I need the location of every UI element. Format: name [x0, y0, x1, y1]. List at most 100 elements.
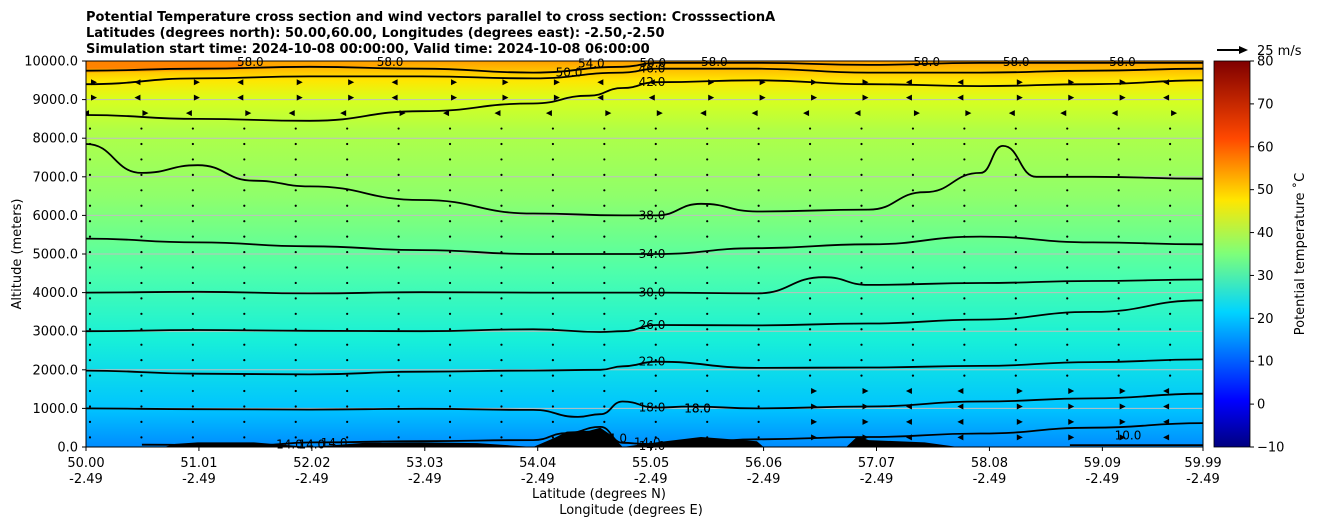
wind-vector: [346, 420, 349, 424]
wind-vector: [1066, 204, 1069, 207]
wind-vector: [448, 359, 452, 362]
wind-vector: [757, 374, 760, 377]
wind-vector: [1163, 79, 1170, 86]
wind-vector: [140, 173, 143, 176]
x-tick-label-lat: 52.02: [293, 456, 330, 471]
x-tick-label-lon: -2.49: [521, 472, 555, 487]
wind-vector: [346, 235, 349, 238]
plot-area: 14.0 18.0 22.0 26.0 30.0 34.0 38.0 42.046.0 58.0…: [85, 55, 1204, 453]
wind-vector: [757, 266, 760, 269]
wind-vector: [346, 328, 349, 331]
wind-vector: [88, 343, 92, 346]
wind-vector: [500, 297, 503, 300]
y-axis-label: Altitude (meters): [10, 199, 25, 310]
wind-vector: [551, 405, 555, 408]
wind-vector: [862, 403, 869, 410]
wind-vector: [191, 343, 194, 346]
wind-vector: [656, 110, 663, 117]
wind-vector: [706, 250, 709, 254]
wind-vector: [397, 266, 400, 269]
wind-vector: [603, 250, 606, 254]
wind-vector: [399, 110, 406, 117]
x-tick-label-lon: -2.49: [408, 472, 442, 487]
wind-vector: [88, 328, 92, 331]
wind-vector: [757, 420, 760, 424]
contour-18.0: [86, 392, 1203, 418]
wind-vector: [603, 127, 606, 130]
wind-vector: [448, 127, 452, 130]
wind-vector: [348, 94, 355, 101]
wind-vector: [957, 94, 964, 101]
contour-14.0: [141, 422, 1203, 447]
wind-vector: [294, 374, 297, 377]
wind-vector: [963, 220, 966, 223]
wind-vector: [294, 436, 297, 439]
wind-vector: [397, 297, 400, 300]
wind-vector: [346, 359, 349, 362]
wind-vector: [391, 94, 398, 101]
wind-vector: [808, 235, 812, 238]
wind-vector: [648, 79, 655, 86]
wind-vector: [551, 158, 555, 161]
wind-vector: [1068, 403, 1075, 410]
x-tick-label-lon: -2.49: [295, 472, 329, 487]
wind-vector: [500, 204, 503, 207]
wind-vector: [1068, 79, 1075, 86]
wind-vector: [1014, 343, 1017, 346]
wind-vector: [397, 220, 400, 223]
wind-vector: [294, 420, 297, 424]
wind-vector: [963, 189, 966, 192]
wind-vector: [1117, 266, 1120, 269]
colorbar-tick-label: 80: [1257, 55, 1274, 70]
wind-vector: [140, 158, 143, 161]
wind-vector: [1066, 158, 1069, 161]
wind-vector: [551, 297, 555, 300]
wind-vector: [757, 220, 760, 223]
wind-vector: [1119, 79, 1126, 86]
wind-vector: [397, 127, 400, 130]
wind-vector: [706, 312, 709, 315]
wind-vector: [140, 436, 143, 439]
wind-vector: [811, 79, 818, 86]
wind-vector: [1117, 158, 1120, 161]
contour-label-extra: 14.0: [600, 432, 627, 446]
wind-vector: [706, 158, 709, 161]
wind-vector: [346, 436, 349, 439]
wind-vector: [1014, 359, 1017, 362]
wind-vector: [700, 110, 707, 117]
wind-vector: [603, 142, 606, 146]
wind-vector: [860, 142, 863, 146]
terrain-profile: [164, 427, 959, 447]
wind-vector: [191, 173, 194, 176]
wind-vector: [397, 250, 400, 254]
wind-vector: [706, 359, 709, 362]
wind-vector: [243, 266, 246, 269]
wind-vector: [957, 79, 964, 86]
wind-vector: [294, 312, 297, 315]
wind-vector: [551, 436, 555, 439]
wind-vector: [191, 436, 194, 439]
wind-vector: [397, 420, 400, 424]
terrain-ridge: [622, 437, 764, 447]
wind-vector: [500, 281, 503, 285]
wind-vector: [905, 94, 912, 101]
wind-vector: [808, 204, 812, 207]
wind-vector: [243, 204, 246, 207]
wind-vector: [603, 189, 606, 192]
wind-vector: [860, 127, 863, 130]
wind-vector: [1014, 328, 1017, 331]
contour-30.0: [86, 276, 1203, 295]
wind-vector: [391, 79, 398, 86]
wind-vector: [88, 266, 92, 269]
wind-vector: [294, 158, 297, 161]
wind-vector: [654, 266, 657, 269]
wind-vector: [1068, 418, 1075, 425]
wind-vector: [346, 173, 349, 176]
wind-vector: [551, 374, 555, 377]
wind-vector: [860, 250, 863, 254]
wind-vector: [706, 297, 709, 300]
terrain-ridge: [309, 442, 534, 447]
wind-vector: [397, 158, 400, 161]
wind-vector: [911, 281, 915, 285]
wind-vector: [191, 312, 194, 315]
